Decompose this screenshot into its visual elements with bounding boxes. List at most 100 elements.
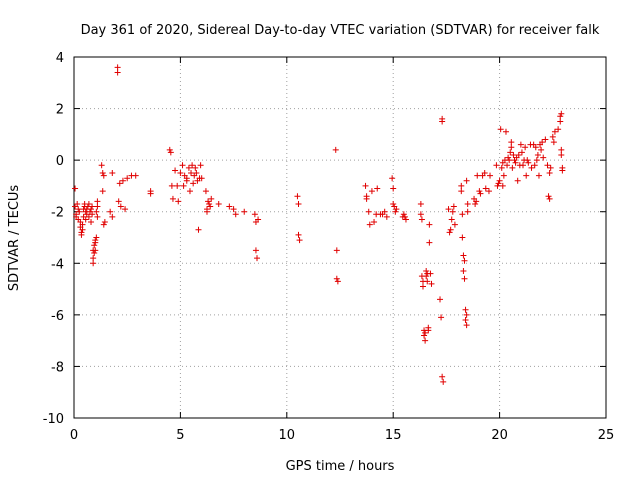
data-point [116, 180, 123, 187]
data-point [426, 239, 433, 246]
data-point [197, 162, 204, 169]
data-point [74, 200, 81, 207]
data-point [188, 170, 195, 177]
data-point [531, 162, 538, 169]
data-point [147, 190, 154, 197]
data-point [208, 195, 215, 202]
data-point [535, 172, 542, 179]
data-point [198, 175, 205, 182]
data-point [94, 213, 101, 220]
data-point [458, 188, 465, 195]
data-point [558, 151, 565, 158]
data-point [459, 211, 466, 218]
data-point [76, 208, 83, 215]
y-tick-label: -6 [51, 309, 64, 324]
data-point [423, 268, 430, 275]
data-point [463, 311, 470, 318]
data-point [523, 172, 530, 179]
x-tick-label: 25 [598, 428, 615, 443]
data-point [122, 206, 129, 213]
data-point [332, 146, 339, 153]
data-point [419, 283, 426, 290]
data-point [425, 327, 432, 334]
data-point [195, 226, 202, 233]
data-point [509, 164, 516, 171]
data-point [124, 175, 131, 182]
data-points [72, 64, 566, 385]
data-point [168, 182, 175, 189]
data-point [497, 126, 504, 133]
plot-frame [73, 56, 607, 419]
data-point [557, 113, 564, 120]
data-point [544, 162, 551, 169]
data-point [90, 255, 97, 262]
data-point [175, 198, 182, 205]
data-point [241, 208, 248, 215]
data-point [94, 198, 101, 205]
data-point [533, 157, 540, 164]
data-point [547, 164, 554, 171]
grid [74, 57, 606, 418]
data-point [494, 182, 501, 189]
data-point [464, 200, 471, 207]
data-point [493, 162, 500, 169]
data-point [93, 208, 100, 215]
x-axis-label: GPS time / hours [286, 459, 395, 474]
data-point [109, 170, 116, 177]
data-point [89, 203, 96, 210]
data-point [460, 268, 467, 275]
data-point [426, 221, 433, 228]
data-point [92, 237, 99, 244]
data-point [451, 221, 458, 228]
data-point [295, 231, 302, 238]
data-point [402, 216, 409, 223]
data-point [79, 221, 86, 228]
data-point [472, 200, 479, 207]
data-point [185, 164, 192, 171]
data-point [91, 249, 98, 256]
data-point [91, 242, 98, 249]
data-point [117, 203, 124, 210]
y-tick-label: -2 [51, 206, 64, 221]
data-point [463, 177, 470, 184]
data-point [549, 133, 556, 140]
data-point [177, 170, 184, 177]
data-point [518, 149, 525, 156]
x-tick-label: 20 [491, 428, 508, 443]
data-point [517, 141, 524, 148]
data-point [189, 162, 196, 169]
data-point [99, 188, 106, 195]
data-point [215, 200, 222, 207]
data-point [481, 170, 488, 177]
data-point [417, 200, 424, 207]
data-point [186, 188, 193, 195]
data-point [119, 177, 126, 184]
data-point [232, 211, 239, 218]
data-point [294, 193, 301, 200]
data-point [542, 136, 549, 143]
data-point [72, 185, 79, 192]
y-tick-label: -4 [51, 257, 64, 272]
x-tick-label: 5 [176, 428, 184, 443]
data-point [400, 211, 407, 218]
data-point [510, 151, 517, 158]
data-point [75, 206, 82, 213]
data-point [424, 278, 431, 285]
data-point [508, 144, 515, 151]
x-tick-label: 15 [385, 428, 402, 443]
data-point [363, 195, 370, 202]
data-point [438, 314, 445, 321]
data-point [504, 162, 511, 169]
data-point [540, 154, 547, 161]
data-point [94, 203, 101, 210]
data-point [498, 164, 505, 171]
data-point [423, 273, 430, 280]
data-point [462, 317, 469, 324]
data-point [334, 278, 341, 285]
data-point [428, 280, 435, 287]
data-point [333, 247, 340, 254]
data-point [522, 144, 529, 151]
data-point [114, 69, 121, 76]
data-point [172, 167, 179, 174]
